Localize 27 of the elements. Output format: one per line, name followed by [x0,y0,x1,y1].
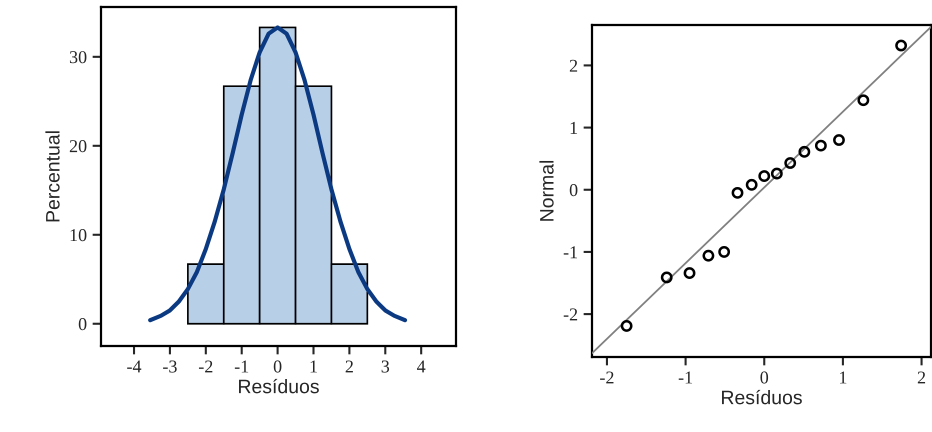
x-tick-label: 2 [346,360,353,372]
x-tick-label: 1 [840,372,846,384]
x-tick-label: 2 [918,371,926,384]
y-tick-label: 10 [70,229,86,242]
y-tick-label: -1 [564,246,578,258]
y-tick-label: 0 [78,318,86,330]
y-tick-label: -2 [564,308,578,320]
x-tick-label: 3 [382,360,390,373]
x-axis-title: Resíduos [239,378,319,394]
x-tick-label: 4 [417,360,426,372]
x-tick-label: -3 [163,360,177,373]
y-tick-label: 2 [570,60,578,72]
y-tick-label: 20 [70,140,86,152]
x-tick-label: 0 [274,360,282,373]
y-tick-label: 0 [570,184,578,196]
x-axis-title: Resíduos [722,390,802,404]
x-tick-label: -1 [234,360,248,372]
y-axis-title: Normal [539,160,554,221]
x-tick-label: -2 [600,371,614,384]
x-tick-label: 1 [310,360,317,372]
y-axis-title: Percentual [45,131,60,222]
x-tick-label: -4 [127,360,142,372]
x-tick-label: 0 [760,371,768,384]
x-tick-label: -2 [198,360,212,372]
x-tick-label: -1 [678,372,692,384]
y-tick-label: 1 [570,122,578,134]
y-tick-label: 30 [70,51,86,64]
